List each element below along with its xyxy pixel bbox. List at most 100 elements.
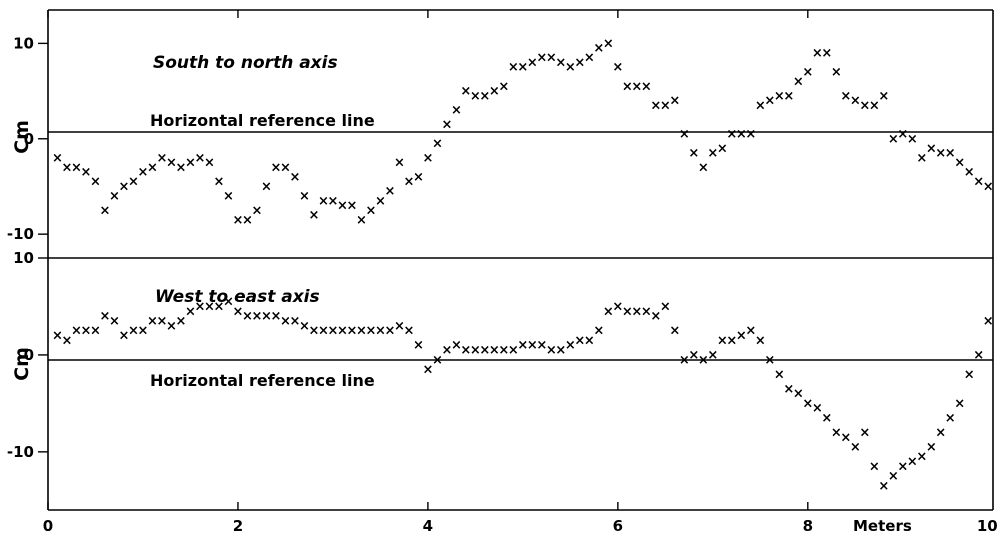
top-series-0-point-45: × bbox=[479, 89, 490, 104]
top-series-0-point-27: × bbox=[308, 208, 319, 223]
bottom-series-0-point-76: × bbox=[774, 367, 785, 382]
bottom-series-0-point-39: × bbox=[422, 362, 433, 377]
top-series-0-point-78: × bbox=[793, 75, 804, 90]
bottom-series-0-point-86: × bbox=[869, 459, 880, 474]
bottom-series-0-point-34: × bbox=[375, 324, 386, 339]
bottom-series-0-point-31: × bbox=[346, 324, 357, 339]
bottom-series-0-point-38: × bbox=[413, 338, 424, 353]
bottom-series-0-point-67: × bbox=[688, 348, 699, 363]
bottom-series-0-point-90: × bbox=[907, 455, 918, 470]
bottom-series-0-point-72: × bbox=[736, 329, 747, 344]
bottom-series-0-point-79: × bbox=[802, 396, 813, 411]
bottom-series-0-point-64: × bbox=[660, 299, 671, 314]
top-series-0-point-35: × bbox=[384, 184, 395, 199]
bottom-series-0-point-84: × bbox=[850, 440, 861, 455]
bottom-series-0-point-92: × bbox=[926, 440, 937, 455]
bottom-series-0-point-98: × bbox=[983, 314, 994, 329]
top-panel-title: South to north axis bbox=[153, 53, 338, 73]
bottom-series-0-point-35: × bbox=[384, 324, 395, 339]
top-series-0-point-54: × bbox=[565, 60, 576, 75]
bottom-series-0-point-53: × bbox=[555, 343, 566, 358]
top-series-0-point-21: × bbox=[251, 203, 262, 218]
top-series-0-point-62: × bbox=[641, 79, 652, 94]
bottom-series-0-point-91: × bbox=[916, 450, 927, 465]
bottom-series-0-point-18: × bbox=[223, 295, 234, 310]
top-series-0-point-68: × bbox=[698, 160, 709, 175]
bottom-series-0-point-45: × bbox=[479, 343, 490, 358]
top-series-0-point-71: × bbox=[726, 127, 737, 142]
bottom-series-0-point-62: × bbox=[641, 304, 652, 319]
bottom-series-0-point-32: × bbox=[356, 324, 367, 339]
top-series-0-point-73: × bbox=[745, 127, 756, 142]
top-series-0-point-31: × bbox=[346, 199, 357, 214]
top-series-0-point-12: × bbox=[166, 156, 177, 171]
top-series-0-point-61: × bbox=[631, 79, 642, 94]
top-series-0-point-26: × bbox=[299, 189, 310, 204]
top-series-0-point-75: × bbox=[764, 94, 775, 109]
bottom-series-0-point-21: × bbox=[251, 309, 262, 324]
bottom-series-0-point-8: × bbox=[128, 324, 139, 339]
top-series-0-point-33: × bbox=[365, 203, 376, 218]
bottom-y-tick-label-2: -10 bbox=[7, 443, 34, 461]
top-series-0-point-6: × bbox=[109, 189, 120, 204]
top-series-0-point-34: × bbox=[375, 194, 386, 209]
bottom-series-0-point-43: × bbox=[460, 343, 471, 358]
bottom-series-0-point-26: × bbox=[299, 319, 310, 334]
bottom-reference-line-label: Horizontal reference line bbox=[150, 371, 375, 390]
top-series-0-point-41: × bbox=[441, 117, 452, 132]
top-series-0-point-18: × bbox=[223, 189, 234, 204]
bottom-series-0-point-22: × bbox=[261, 309, 272, 324]
bottom-series-0-point-25: × bbox=[289, 314, 300, 329]
top-series-0-point-42: × bbox=[451, 103, 462, 118]
bottom-series-0-point-16: × bbox=[204, 299, 215, 314]
top-series-0-point-28: × bbox=[318, 194, 329, 209]
top-series-0-point-14: × bbox=[185, 156, 196, 171]
bottom-series-0-point-13: × bbox=[176, 314, 187, 329]
bottom-series-0-point-44: × bbox=[470, 343, 481, 358]
bottom-series-0-point-15: × bbox=[195, 299, 206, 314]
top-series-0-point-37: × bbox=[403, 175, 414, 190]
top-series-0-point-10: × bbox=[147, 160, 158, 175]
bottom-series-0-point-7: × bbox=[119, 329, 130, 344]
bottom-series-0-point-20: × bbox=[242, 309, 253, 324]
bottom-series-0-point-40: × bbox=[432, 353, 443, 368]
bottom-series-0-point-74: × bbox=[755, 333, 766, 348]
top-series-0-point-60: × bbox=[622, 79, 633, 94]
top-series-0-point-8: × bbox=[128, 175, 139, 190]
bottom-series-0-point-60: × bbox=[622, 304, 633, 319]
bottom-series-0-point-75: × bbox=[764, 353, 775, 368]
bottom-series-0-point-97: × bbox=[973, 348, 984, 363]
bottom-y-tick-label-1: 0 bbox=[24, 346, 34, 364]
bottom-series-0-point-83: × bbox=[840, 430, 851, 445]
bottom-series-0-point-57: × bbox=[593, 324, 604, 339]
top-series-0-point-16: × bbox=[204, 156, 215, 171]
bottom-series-0-point-56: × bbox=[584, 333, 595, 348]
bottom-panel-title: West to east axis bbox=[155, 287, 320, 307]
x-tick-label-0: 0 bbox=[43, 517, 53, 533]
bottom-series-0-point-59: × bbox=[612, 299, 623, 314]
bottom-series-0-point-10: × bbox=[147, 314, 158, 329]
bottom-series-0-point-55: × bbox=[574, 333, 585, 348]
bottom-series-0-point-66: × bbox=[679, 353, 690, 368]
x-tick-label-4: 8 bbox=[803, 517, 813, 533]
top-series-0-point-88: × bbox=[888, 132, 899, 147]
top-series-0-point-63: × bbox=[650, 98, 661, 113]
bottom-series-0-point-17: × bbox=[214, 299, 225, 314]
top-series-0-point-48: × bbox=[508, 60, 519, 75]
top-series-0-point-57: × bbox=[593, 41, 604, 56]
top-series-0-point-95: × bbox=[954, 156, 965, 171]
top-series-0-point-55: × bbox=[574, 55, 585, 70]
bottom-series-0-point-93: × bbox=[935, 425, 946, 440]
top-series-0-point-15: × bbox=[195, 151, 206, 166]
bottom-series-0-point-30: × bbox=[337, 324, 348, 339]
top-series-0-point-93: × bbox=[935, 146, 946, 161]
bottom-series-0-point-46: × bbox=[489, 343, 500, 358]
bottom-series-0-point-70: × bbox=[717, 333, 728, 348]
top-series-0-point-47: × bbox=[498, 79, 509, 94]
top-series-0-point-69: × bbox=[707, 146, 718, 161]
bottom-series-0-point-82: × bbox=[831, 425, 842, 440]
top-series-0-point-58: × bbox=[603, 36, 614, 51]
x-tick-label-1: 2 bbox=[233, 517, 243, 533]
top-series-0-point-81: × bbox=[821, 46, 832, 61]
bottom-series-0-point-1: × bbox=[62, 333, 73, 348]
